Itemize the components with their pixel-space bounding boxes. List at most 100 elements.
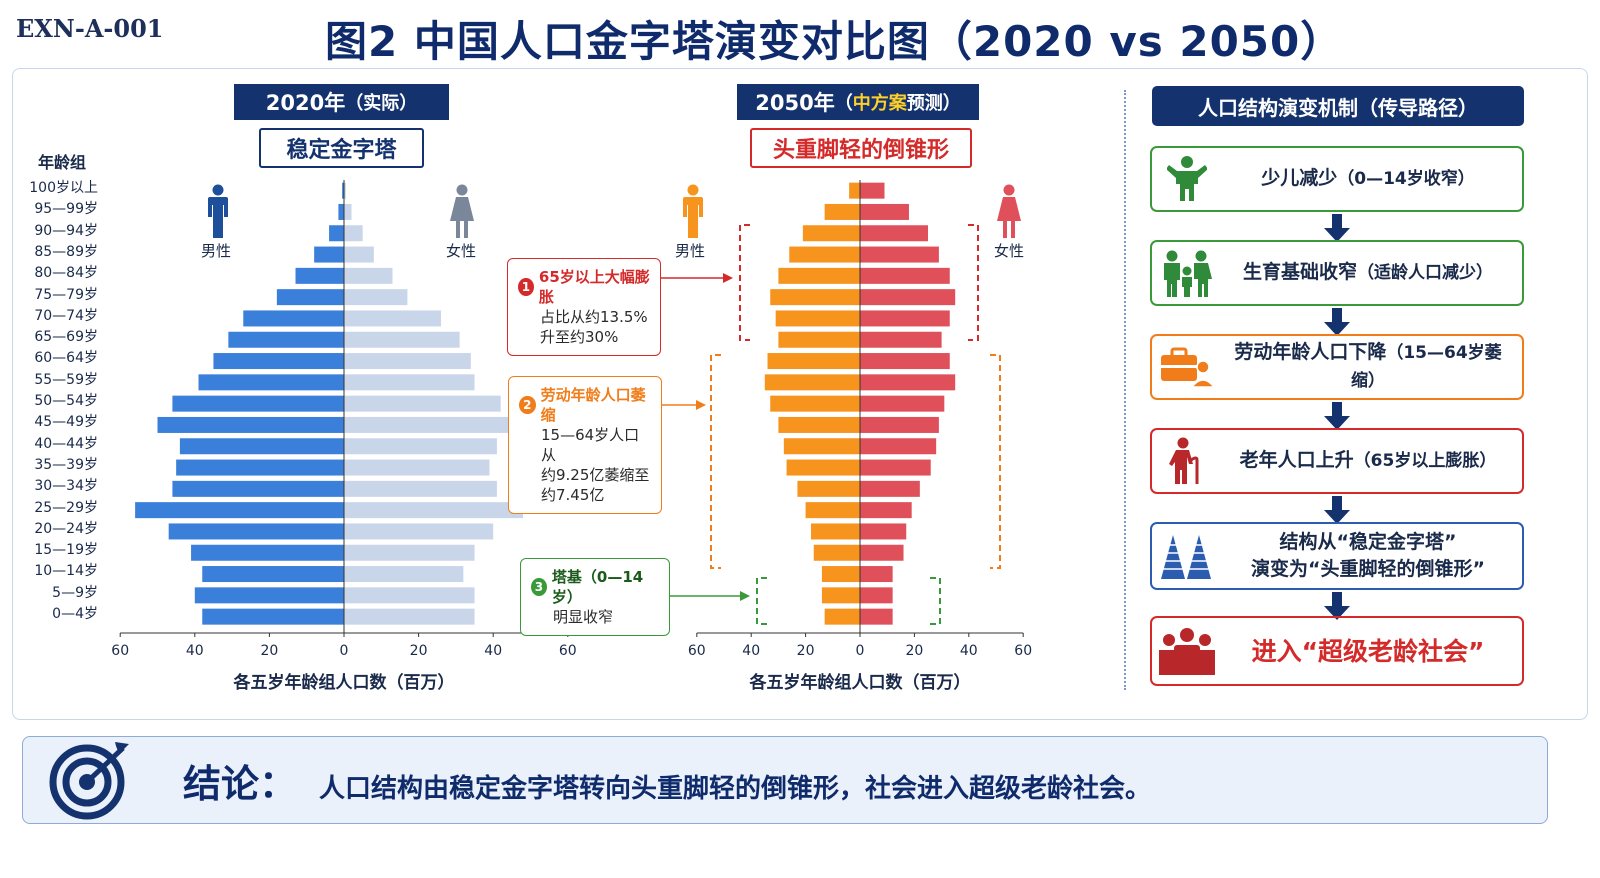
annotation-base: 3 塔基（0—14岁） 明显收窄 bbox=[520, 558, 670, 636]
age-label: 60—64岁 bbox=[34, 350, 98, 367]
bar-female bbox=[860, 182, 885, 199]
bar-male bbox=[276, 289, 344, 306]
bar-female bbox=[344, 203, 352, 220]
bar-female bbox=[860, 587, 893, 604]
step-text: 少儿减少 bbox=[1261, 167, 1338, 189]
bar-male bbox=[135, 502, 344, 519]
age-label: 95—99岁 bbox=[34, 201, 98, 218]
bar-male bbox=[295, 267, 344, 284]
bar-female bbox=[860, 267, 950, 284]
annotation-elderly: 1 65岁以上大幅膨胀 占比从约13.5% 升至约30% bbox=[507, 258, 661, 356]
bar-female bbox=[344, 310, 441, 327]
bar-female bbox=[860, 459, 931, 476]
bar-male bbox=[849, 182, 860, 199]
briefcase-icon bbox=[1161, 347, 1215, 388]
panel-divider bbox=[1124, 90, 1126, 690]
x-tick-label: 60 bbox=[559, 643, 577, 659]
bar-male bbox=[789, 246, 860, 263]
age-label: 90—94岁 bbox=[34, 222, 98, 239]
x-tick-label: 60 bbox=[688, 643, 706, 659]
step-detail: （适龄人口减少） bbox=[1357, 263, 1493, 283]
bar-male bbox=[778, 331, 860, 348]
age-label: 25—29岁 bbox=[34, 499, 98, 516]
step-structure-shift: 结构从“稳定金字塔” 演变为“头重脚轻的倒锥形” bbox=[1150, 522, 1524, 590]
step-text: 进入“超级老龄社会” bbox=[1251, 636, 1485, 666]
right-male-label: 男性 bbox=[675, 242, 706, 260]
bracket-labor bbox=[710, 354, 721, 569]
bar-male bbox=[778, 267, 860, 284]
arrow-labor bbox=[696, 400, 706, 410]
bar-male bbox=[314, 246, 344, 263]
x-tick-label: 40 bbox=[186, 643, 204, 659]
annotation-number: 3 bbox=[531, 578, 547, 596]
right-subtitle: 头重脚轻的倒锥形 bbox=[750, 128, 972, 168]
arrow-down-icon bbox=[1324, 496, 1350, 524]
bar-female bbox=[344, 182, 346, 199]
bar-male bbox=[767, 353, 860, 370]
left-male-label: 男性 bbox=[201, 242, 232, 260]
bar-female bbox=[344, 459, 490, 476]
right-year-header: 2050年（中方案 预测） bbox=[737, 84, 979, 120]
bar-female bbox=[344, 502, 524, 519]
bar-female bbox=[344, 331, 460, 348]
x-axis-label: 各五岁年龄组人口数（百万） bbox=[749, 672, 971, 693]
family-icon bbox=[1164, 250, 1212, 297]
bar-male bbox=[805, 502, 860, 519]
step-detail: 演变为“头重脚轻的倒锥形” bbox=[1251, 558, 1485, 580]
step-detail: （65岁以上膨胀） bbox=[1353, 451, 1497, 471]
age-label: 100岁以上 bbox=[29, 180, 98, 196]
bar-male bbox=[191, 544, 344, 561]
age-label: 50—54岁 bbox=[34, 393, 98, 409]
step-child-decrease: 少儿减少（0—14岁收窄） bbox=[1150, 146, 1524, 212]
annotation-line: 升至约30% bbox=[540, 328, 619, 346]
age-label: 15—19岁 bbox=[34, 542, 98, 559]
age-label: 40—44岁 bbox=[34, 435, 98, 452]
arrow-down-icon bbox=[1324, 402, 1350, 430]
bracket-base bbox=[756, 577, 767, 625]
bar-female bbox=[860, 246, 939, 263]
bar-female bbox=[860, 331, 942, 348]
step-text: 劳动年龄人口下降 bbox=[1234, 341, 1387, 363]
annotation-number: 1 bbox=[518, 278, 534, 296]
bar-male bbox=[176, 459, 344, 476]
bar-male bbox=[168, 523, 344, 540]
right-year-highlight: 中方案 bbox=[852, 93, 907, 114]
bar-female bbox=[860, 608, 893, 625]
conclusion-bar: 结论： 人口结构由稳定金字塔转向头重脚轻的倒锥形，社会进入超级老龄社会。 bbox=[22, 736, 1548, 824]
arrow-down-icon bbox=[1324, 308, 1350, 336]
bar-female bbox=[860, 374, 956, 391]
bar-female bbox=[860, 502, 912, 519]
age-label: 30—34岁 bbox=[34, 478, 98, 495]
bar-female bbox=[344, 608, 475, 625]
bar-male bbox=[228, 331, 344, 348]
bar-male bbox=[770, 395, 860, 412]
bar-female bbox=[344, 225, 363, 242]
bar-female bbox=[860, 289, 956, 306]
step-text: 结构从“稳定金字塔” bbox=[1279, 531, 1457, 553]
bar-female bbox=[860, 544, 904, 561]
pyramid-charts: 60 40 20 0 20 40 60 各五岁年龄组人口数（百万） 60 40 20 0 20 40 60 各… bbox=[111, 180, 1032, 693]
bar-female bbox=[344, 353, 471, 370]
bar-male bbox=[172, 480, 344, 497]
step-super-aged: 进入“超级老龄社会” bbox=[1150, 616, 1524, 686]
age-label: 35—39岁 bbox=[34, 456, 98, 473]
bar-male bbox=[824, 608, 860, 625]
bar-female bbox=[860, 523, 907, 540]
bar-female bbox=[860, 310, 950, 327]
female-icon bbox=[997, 184, 1021, 238]
arrow-elderly bbox=[723, 273, 733, 283]
left-year-header: 2020年 （实际） bbox=[234, 84, 449, 120]
annotation-line: 占比从约13.5% bbox=[540, 308, 648, 326]
age-group-header: 年龄组 bbox=[38, 153, 87, 172]
bar-male bbox=[202, 566, 344, 583]
bracket-labor bbox=[990, 354, 1001, 569]
bar-female bbox=[860, 353, 950, 370]
bar-male bbox=[764, 374, 860, 391]
bar-male bbox=[243, 310, 344, 327]
age-label: 0—4岁 bbox=[52, 606, 98, 622]
x-tick-label: 40 bbox=[742, 643, 760, 659]
bar-male bbox=[179, 438, 344, 455]
bar-male bbox=[821, 587, 860, 604]
bar-female bbox=[344, 480, 497, 497]
left-female-label: 女性 bbox=[446, 242, 477, 260]
